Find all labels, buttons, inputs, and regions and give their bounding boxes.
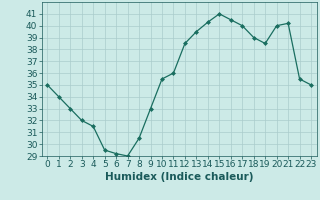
X-axis label: Humidex (Indice chaleur): Humidex (Indice chaleur) [105,172,253,182]
